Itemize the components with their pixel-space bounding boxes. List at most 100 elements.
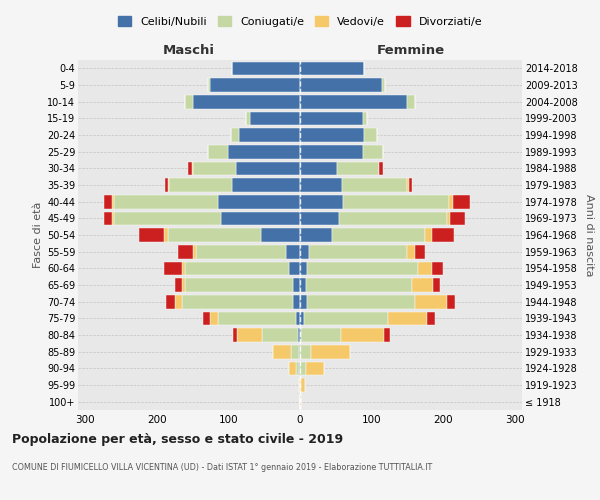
Bar	[296, 362, 299, 375]
Bar	[299, 345, 300, 358]
Bar	[246, 112, 250, 125]
Bar	[363, 112, 367, 125]
Bar	[300, 195, 343, 208]
Bar	[236, 162, 300, 175]
Bar	[449, 195, 452, 208]
Bar	[300, 78, 382, 92]
Bar	[273, 345, 290, 358]
Bar	[239, 128, 300, 142]
Bar	[433, 228, 454, 242]
Bar	[337, 162, 379, 175]
Bar	[384, 328, 389, 342]
Bar	[169, 178, 232, 192]
Bar	[340, 212, 447, 225]
Bar	[307, 295, 415, 308]
Bar	[185, 95, 193, 108]
Bar	[409, 178, 412, 192]
Bar	[364, 128, 377, 142]
Bar	[182, 278, 185, 292]
Bar	[104, 212, 112, 225]
Bar	[203, 312, 211, 325]
Bar	[164, 262, 182, 275]
Bar	[447, 212, 451, 225]
Bar	[451, 212, 465, 225]
Bar	[164, 228, 167, 242]
Bar	[193, 95, 300, 108]
Bar	[300, 278, 306, 292]
Text: COMUNE DI FIUMICELLO VILLA VICENTINA (UD) - Dati ISTAT 1° gennaio 2019 - Elabora: COMUNE DI FIUMICELLO VILLA VICENTINA (UD…	[12, 463, 432, 472]
Legend: Celibi/Nubili, Coniugati/e, Vedovi/e, Divorziati/e: Celibi/Nubili, Coniugati/e, Vedovi/e, Di…	[115, 13, 485, 30]
Bar	[307, 262, 418, 275]
Bar	[300, 228, 332, 242]
Bar	[300, 245, 308, 258]
Bar	[433, 262, 443, 275]
Bar	[418, 262, 433, 275]
Bar	[308, 245, 407, 258]
Bar	[300, 62, 364, 75]
Bar	[185, 278, 293, 292]
Bar	[300, 328, 301, 342]
Bar	[112, 195, 114, 208]
Bar	[237, 328, 262, 342]
Y-axis label: Anni di nascita: Anni di nascita	[584, 194, 594, 276]
Bar	[311, 345, 350, 358]
Bar	[182, 262, 185, 275]
Bar	[300, 295, 307, 308]
Bar	[300, 312, 304, 325]
Bar	[343, 195, 449, 208]
Bar	[341, 328, 384, 342]
Text: Femmine: Femmine	[377, 44, 445, 57]
Bar	[298, 328, 300, 342]
Bar	[208, 78, 211, 92]
Bar	[185, 262, 289, 275]
Bar	[290, 345, 299, 358]
Bar	[164, 178, 168, 192]
Bar	[407, 245, 415, 258]
Bar	[379, 162, 383, 175]
Bar	[300, 345, 311, 358]
Bar	[300, 128, 364, 142]
Bar	[232, 62, 300, 75]
Bar	[286, 245, 300, 258]
Bar	[260, 228, 300, 242]
Bar	[300, 145, 363, 158]
Bar	[104, 195, 112, 208]
Bar	[301, 328, 341, 342]
Bar	[415, 245, 425, 258]
Bar	[232, 178, 300, 192]
Bar	[175, 278, 182, 292]
Bar	[407, 95, 415, 108]
Bar	[208, 145, 229, 158]
Bar	[221, 212, 300, 225]
Bar	[296, 312, 300, 325]
Bar	[293, 295, 300, 308]
Bar	[193, 162, 236, 175]
Bar	[182, 295, 293, 308]
Bar	[332, 228, 425, 242]
Bar	[211, 78, 300, 92]
Bar	[300, 178, 341, 192]
Bar	[300, 162, 337, 175]
Bar	[196, 245, 286, 258]
Bar	[168, 178, 169, 192]
Bar	[306, 362, 323, 375]
Bar	[230, 128, 239, 142]
Bar	[289, 362, 296, 375]
Bar	[114, 212, 221, 225]
Bar	[293, 278, 300, 292]
Bar	[341, 178, 407, 192]
Text: Maschi: Maschi	[163, 44, 215, 57]
Bar	[167, 228, 260, 242]
Bar	[299, 378, 300, 392]
Bar	[300, 378, 301, 392]
Bar	[211, 312, 218, 325]
Bar	[192, 162, 193, 175]
Bar	[112, 212, 114, 225]
Bar	[300, 212, 340, 225]
Bar	[188, 162, 192, 175]
Bar	[388, 312, 427, 325]
Bar	[304, 312, 388, 325]
Bar	[452, 195, 470, 208]
Bar	[178, 245, 193, 258]
Bar	[300, 362, 306, 375]
